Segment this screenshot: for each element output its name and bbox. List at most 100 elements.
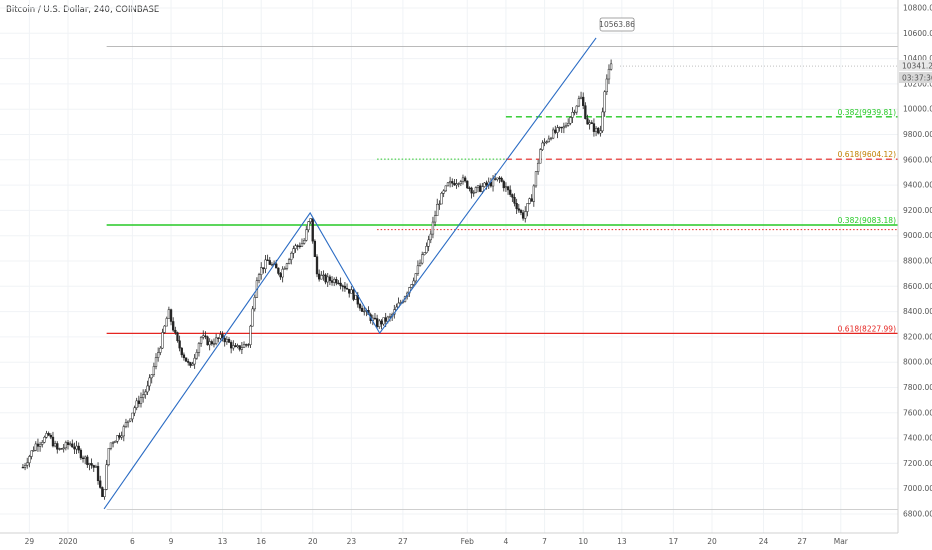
- y-tick-label: 8000.00: [903, 358, 932, 367]
- candle-body: [461, 177, 465, 182]
- candle-body: [73, 446, 76, 450]
- candle-body: [515, 203, 518, 209]
- candle-body: [324, 274, 327, 283]
- candle-body: [506, 186, 510, 191]
- candle-body: [322, 274, 325, 276]
- candle-body: [249, 325, 252, 345]
- x-tick-label: 17: [669, 537, 679, 546]
- candle-body: [206, 336, 209, 346]
- candle-body: [607, 68, 611, 80]
- candle-body: [60, 448, 63, 450]
- callout-box: [599, 17, 635, 32]
- candle-body: [438, 203, 441, 206]
- candle-body: [341, 285, 344, 287]
- candle-body: [58, 448, 61, 450]
- candle-body: [262, 267, 265, 270]
- y-tick-label: 8600.00: [903, 282, 932, 291]
- callout-value: 10563.86: [599, 20, 635, 29]
- candle-body: [328, 276, 332, 281]
- candle-body: [463, 177, 467, 182]
- candle-body: [195, 352, 198, 359]
- candle-body: [135, 400, 138, 409]
- candle-body: [300, 243, 304, 247]
- candle-body: [165, 318, 168, 327]
- candle-body: [253, 297, 256, 310]
- level-label: 0.382(9083.18): [838, 216, 896, 225]
- candle-body: [575, 105, 578, 113]
- candle-body: [440, 193, 443, 205]
- candle-body: [294, 245, 297, 249]
- candle-body: [534, 171, 538, 187]
- candle-body: [184, 357, 188, 362]
- candle-body: [86, 456, 89, 465]
- candle-body: [172, 321, 175, 331]
- candle-body: [320, 275, 323, 280]
- candle-body: [592, 123, 596, 132]
- candle-body: [519, 210, 523, 213]
- candle-body: [199, 337, 203, 344]
- candle-body: [225, 339, 229, 343]
- candle-body: [131, 412, 134, 420]
- candle-body: [599, 130, 602, 134]
- candle-body: [223, 337, 226, 343]
- time-axis[interactable]: 29 2020 6 9 13 16 20 23 27 Feb 4 7 10 13 17 20 24 27 Mar: [0, 532, 898, 546]
- candle-body: [302, 240, 306, 244]
- candle-body: [423, 252, 426, 255]
- candle-body: [556, 127, 559, 133]
- candle-body: [354, 294, 357, 300]
- candle-body: [343, 285, 347, 289]
- candle-body: [174, 329, 177, 333]
- candle-body: [66, 442, 70, 445]
- x-tick-label: 7: [542, 537, 547, 546]
- candle-body: [375, 318, 379, 327]
- candle-body: [609, 63, 613, 70]
- price-axis[interactable]: 10800.00 10600.00 10400.00 10200.00 10000.00…: [897, 0, 932, 550]
- candle-body: [122, 426, 125, 437]
- price-axis-bg[interactable]: [898, 0, 932, 550]
- candle-body: [541, 142, 544, 150]
- candle-body: [485, 182, 488, 186]
- candle-body: [163, 325, 166, 333]
- candle-body: [157, 352, 160, 358]
- x-tick-label: 20: [308, 537, 318, 546]
- x-tick-label: 10: [578, 537, 588, 546]
- candle-body: [118, 435, 121, 438]
- candle-body: [212, 343, 216, 345]
- candle-body: [547, 138, 551, 143]
- candle-body: [532, 185, 535, 202]
- candle-body: [309, 218, 312, 222]
- last-price-value: 10341.24: [902, 62, 932, 71]
- candle-body: [472, 192, 475, 194]
- candle-body: [360, 307, 364, 312]
- candle-body: [305, 229, 308, 241]
- candle-body: [34, 443, 37, 451]
- candle-body: [436, 204, 439, 216]
- candle-body: [313, 240, 317, 258]
- y-tick-label: 8200.00: [903, 332, 932, 341]
- candle-body: [429, 233, 432, 241]
- y-tick-label: 7200.00: [903, 459, 932, 468]
- candle-body: [150, 374, 153, 379]
- y-tick-label: 8400.00: [903, 307, 932, 316]
- candle-body: [590, 122, 593, 124]
- x-tick-label: 13: [617, 537, 627, 546]
- grid: [0, 0, 898, 533]
- x-tick-label: 27: [797, 537, 807, 546]
- candle-body: [560, 126, 563, 129]
- candle-body: [81, 457, 85, 460]
- candle-body: [481, 186, 484, 192]
- candle-body: [270, 263, 274, 266]
- candle-body: [28, 456, 31, 464]
- x-tick-label: Mar: [834, 537, 849, 546]
- x-tick-label: 24: [759, 537, 769, 546]
- candle-body: [502, 181, 505, 189]
- candle-body: [448, 181, 452, 184]
- x-tick-label: 13: [218, 537, 228, 546]
- candle-body: [339, 282, 342, 287]
- candle-body: [197, 343, 201, 353]
- y-tick-label: 6800.00: [903, 510, 932, 519]
- candle-body: [79, 449, 83, 459]
- candle-body: [494, 178, 497, 180]
- candle-body: [189, 362, 192, 366]
